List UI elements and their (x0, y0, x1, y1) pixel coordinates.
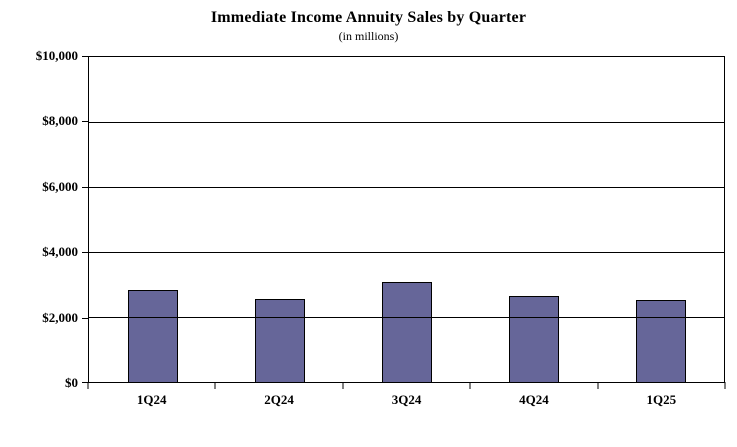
y-tick-mark (82, 186, 88, 188)
x-axis-tick-label: 1Q24 (136, 392, 167, 407)
y-axis-tick-label: $4,000 (42, 244, 78, 260)
plot-area (88, 56, 725, 383)
bar-1Q25 (635, 300, 686, 382)
bar-4Q24 (508, 296, 559, 382)
bars-layer (89, 57, 724, 382)
gridline (89, 187, 724, 188)
gridline (89, 317, 724, 318)
x-axis-labels: 1Q24 2Q24 3Q24 4Q24 1Q25 (88, 392, 725, 408)
x-tick-mark (87, 382, 89, 389)
bar-cell (216, 57, 343, 382)
bar-cell (470, 57, 597, 382)
x-tick-mark (597, 382, 599, 389)
x-axis-ticks (87, 382, 726, 389)
x-tick-mark (214, 382, 216, 389)
y-tick-mark (82, 121, 88, 123)
bar-cell (343, 57, 470, 382)
x-axis-tick-label: 3Q24 (391, 392, 422, 407)
y-axis-tick-label: $10,000 (35, 48, 78, 63)
bar-cell (597, 57, 724, 382)
y-axis-tick-label: $8,000 (42, 113, 78, 129)
x-axis-tick-label: 4Q24 (519, 392, 549, 407)
y-axis-tick-label: $0 (65, 375, 78, 390)
x-tick-mark (342, 382, 344, 389)
x-tick-mark (469, 382, 471, 389)
chart-title: Immediate Income Annuity Sales by Quarte… (210, 9, 527, 26)
bar-1Q24 (127, 290, 178, 382)
y-axis-tick-label: $2,000 (42, 309, 78, 325)
y-tick-mark (82, 252, 88, 254)
y-axis-ticks (82, 56, 88, 383)
bar-2Q24 (254, 299, 305, 382)
y-tick-mark (82, 317, 88, 319)
y-axis-tick-label: $6,000 (42, 178, 78, 194)
x-tick-mark (724, 382, 726, 389)
y-tick-mark (82, 56, 88, 57)
x-axis-tick-label: 1Q25 (646, 392, 677, 407)
gridline (89, 122, 724, 123)
bar-3Q24 (381, 281, 432, 382)
gridline (89, 252, 724, 253)
x-axis-tick-label: 2Q24 (264, 392, 294, 407)
chart-subtitle: (in millions) (338, 29, 399, 43)
bar-cell (89, 57, 216, 382)
y-axis-labels: $0 $2,000 $4,000 $6,000 $8,000 $10,000 (0, 48, 78, 390)
y-tick-mark (82, 382, 88, 383)
